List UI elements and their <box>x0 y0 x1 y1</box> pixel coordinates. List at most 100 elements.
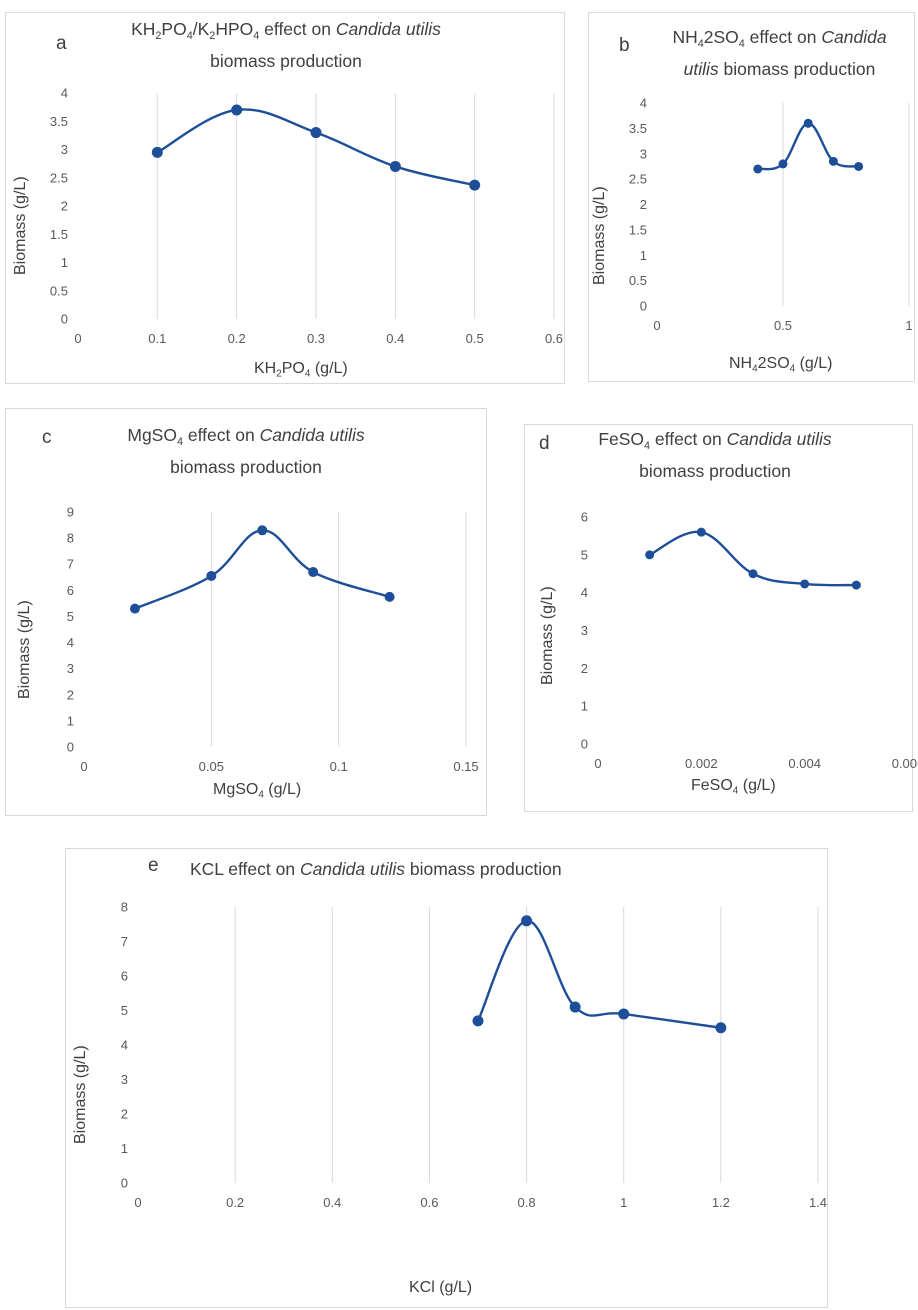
y-tick-label: 3 <box>640 146 647 161</box>
chart-title: KH2PO4/K2HPO4 effect on Candida utilis bi… <box>131 19 441 71</box>
x-tick-label: 0.004 <box>788 756 821 771</box>
y-axis-label: Biomass (g/L) <box>12 176 29 275</box>
y-tick-label: 1 <box>640 248 647 263</box>
x-tick-label: 0.8 <box>518 1195 536 1210</box>
x-tick-label: 0.2 <box>228 331 246 346</box>
data-point <box>384 591 395 602</box>
x-tick-label: 1.2 <box>712 1195 730 1210</box>
x-tick-label: 0 <box>134 1195 141 1210</box>
chart-title: FeSO4 effect on Candida utilis biomass pr… <box>598 429 832 481</box>
chart-panel-a: a KH2PO4/K2HPO4 effect on Candida utilis… <box>5 12 565 384</box>
y-tick-label: 5 <box>67 609 74 624</box>
x-tick-label: 0.4 <box>323 1195 341 1210</box>
y-tick-label: 2 <box>61 199 68 214</box>
data-point <box>854 161 864 171</box>
data-point <box>696 527 706 537</box>
x-tick-label: 0.1 <box>330 759 348 774</box>
y-axis-label: Biomass (g/L) <box>72 1045 89 1144</box>
data-point <box>748 569 758 579</box>
data-point <box>778 159 788 169</box>
y-tick-label: 4 <box>581 585 588 600</box>
y-tick-label: 6 <box>121 969 128 984</box>
y-tick-label: 1 <box>581 699 588 714</box>
y-tick-label: 3 <box>61 142 68 157</box>
y-tick-label: 2.5 <box>629 172 647 187</box>
data-point <box>715 1022 727 1034</box>
data-point <box>851 580 861 590</box>
data-point <box>645 550 655 560</box>
y-axis-label: Biomass (g/L) <box>539 586 556 685</box>
x-axis-label: NH42SO4 (g/L) <box>729 355 833 375</box>
x-tick-label: 0.5 <box>466 331 484 346</box>
y-tick-label: 3.5 <box>629 121 647 136</box>
y-tick-label: 0 <box>61 312 68 327</box>
y-tick-label: 4 <box>61 86 68 101</box>
x-tick-label: 0.6 <box>420 1195 438 1210</box>
x-axis-label: FeSO4 (g/L) <box>691 777 776 797</box>
y-tick-label: 0.5 <box>629 273 647 288</box>
y-tick-label: 3 <box>581 623 588 638</box>
series-line <box>134 529 390 610</box>
y-tick-label: 0 <box>67 740 74 755</box>
panel-letter: a <box>56 33 67 54</box>
y-tick-label: 7 <box>67 557 74 572</box>
y-tick-label: 3 <box>121 1072 128 1087</box>
x-tick-label: 0 <box>74 331 81 346</box>
chart-panel-c: c MgSO4 effect on Candida utilis biomass … <box>5 408 487 816</box>
x-tick-label: 0.15 <box>453 759 478 774</box>
y-tick-label: 6 <box>581 510 588 525</box>
x-tick-label: 0 <box>80 759 87 774</box>
x-tick-label: 0.3 <box>307 331 325 346</box>
data-point <box>206 570 217 581</box>
data-point <box>618 1008 630 1020</box>
y-tick-label: 1 <box>61 255 68 270</box>
chart-title: MgSO4 effect on Candida utilis biomass pr… <box>127 425 365 477</box>
data-point <box>569 1001 581 1013</box>
chart-plot-area: 0 0.002 0.004 0.006 0 1 2 3 4 5 6 <box>581 510 918 772</box>
y-tick-label: 3.5 <box>50 114 68 129</box>
data-point <box>257 525 268 536</box>
x-tick-label: 0.5 <box>774 318 792 333</box>
data-point <box>129 603 140 614</box>
panel-letter: e <box>148 855 159 876</box>
y-tick-label: 1.5 <box>50 227 68 242</box>
y-tick-label: 8 <box>121 900 128 915</box>
y-tick-label: 5 <box>581 547 588 562</box>
chart-plot-area: 0 0.2 0.4 0.6 0.8 1 1.2 1.4 0 1 2 3 4 5 6 7 8 <box>121 900 827 1211</box>
x-tick-label: 0.4 <box>386 331 404 346</box>
panel-letter: c <box>42 427 52 448</box>
y-tick-label: 3 <box>67 661 74 676</box>
x-tick-label: 0.002 <box>685 756 718 771</box>
chart-title: NH42SO4 effect on Candida utilis biomass … <box>672 27 887 79</box>
y-tick-label: 0.5 <box>50 283 68 298</box>
y-tick-label: 9 <box>67 505 74 520</box>
y-axis-label: Biomass (g/L) <box>591 186 608 285</box>
y-tick-label: 1 <box>67 713 74 728</box>
chart-plot-area: 0 0.5 1 0 0.5 1 1.5 2 2.5 3 3.5 4 <box>629 96 913 334</box>
x-tick-label: 0 <box>594 756 601 771</box>
chart-panel-e: e KCL effect on Candida utilis biomass p… <box>65 848 828 1308</box>
data-point <box>521 915 533 927</box>
y-tick-label: 4 <box>640 96 647 111</box>
chart-panel-b: b NH42SO4 effect on Candida utilis biomas… <box>588 12 915 382</box>
data-point <box>803 118 813 128</box>
x-axis-label: KCl (g/L) <box>409 1279 473 1296</box>
chart-plot-area: 0 0.05 0.1 0.15 0 1 2 3 4 5 6 7 8 9 <box>67 505 479 775</box>
y-axis-label: Biomass (g/L) <box>16 600 33 699</box>
panel-letter: d <box>539 433 550 454</box>
y-tick-label: 1.5 <box>629 222 647 237</box>
y-tick-label: 7 <box>121 934 128 949</box>
data-point <box>151 146 163 158</box>
x-tick-label: 0.6 <box>545 331 563 346</box>
x-tick-label: 0.006 <box>892 756 918 771</box>
x-tick-label: 0.05 <box>199 759 224 774</box>
y-tick-label: 2 <box>67 687 74 702</box>
data-point <box>753 164 763 174</box>
data-point <box>310 127 322 139</box>
data-point <box>231 104 243 116</box>
series-line <box>476 919 722 1029</box>
y-tick-label: 8 <box>67 531 74 546</box>
x-axis-label: KH2PO4 (g/L) <box>254 360 348 380</box>
y-tick-label: 0 <box>121 1176 128 1191</box>
data-point <box>308 567 319 578</box>
